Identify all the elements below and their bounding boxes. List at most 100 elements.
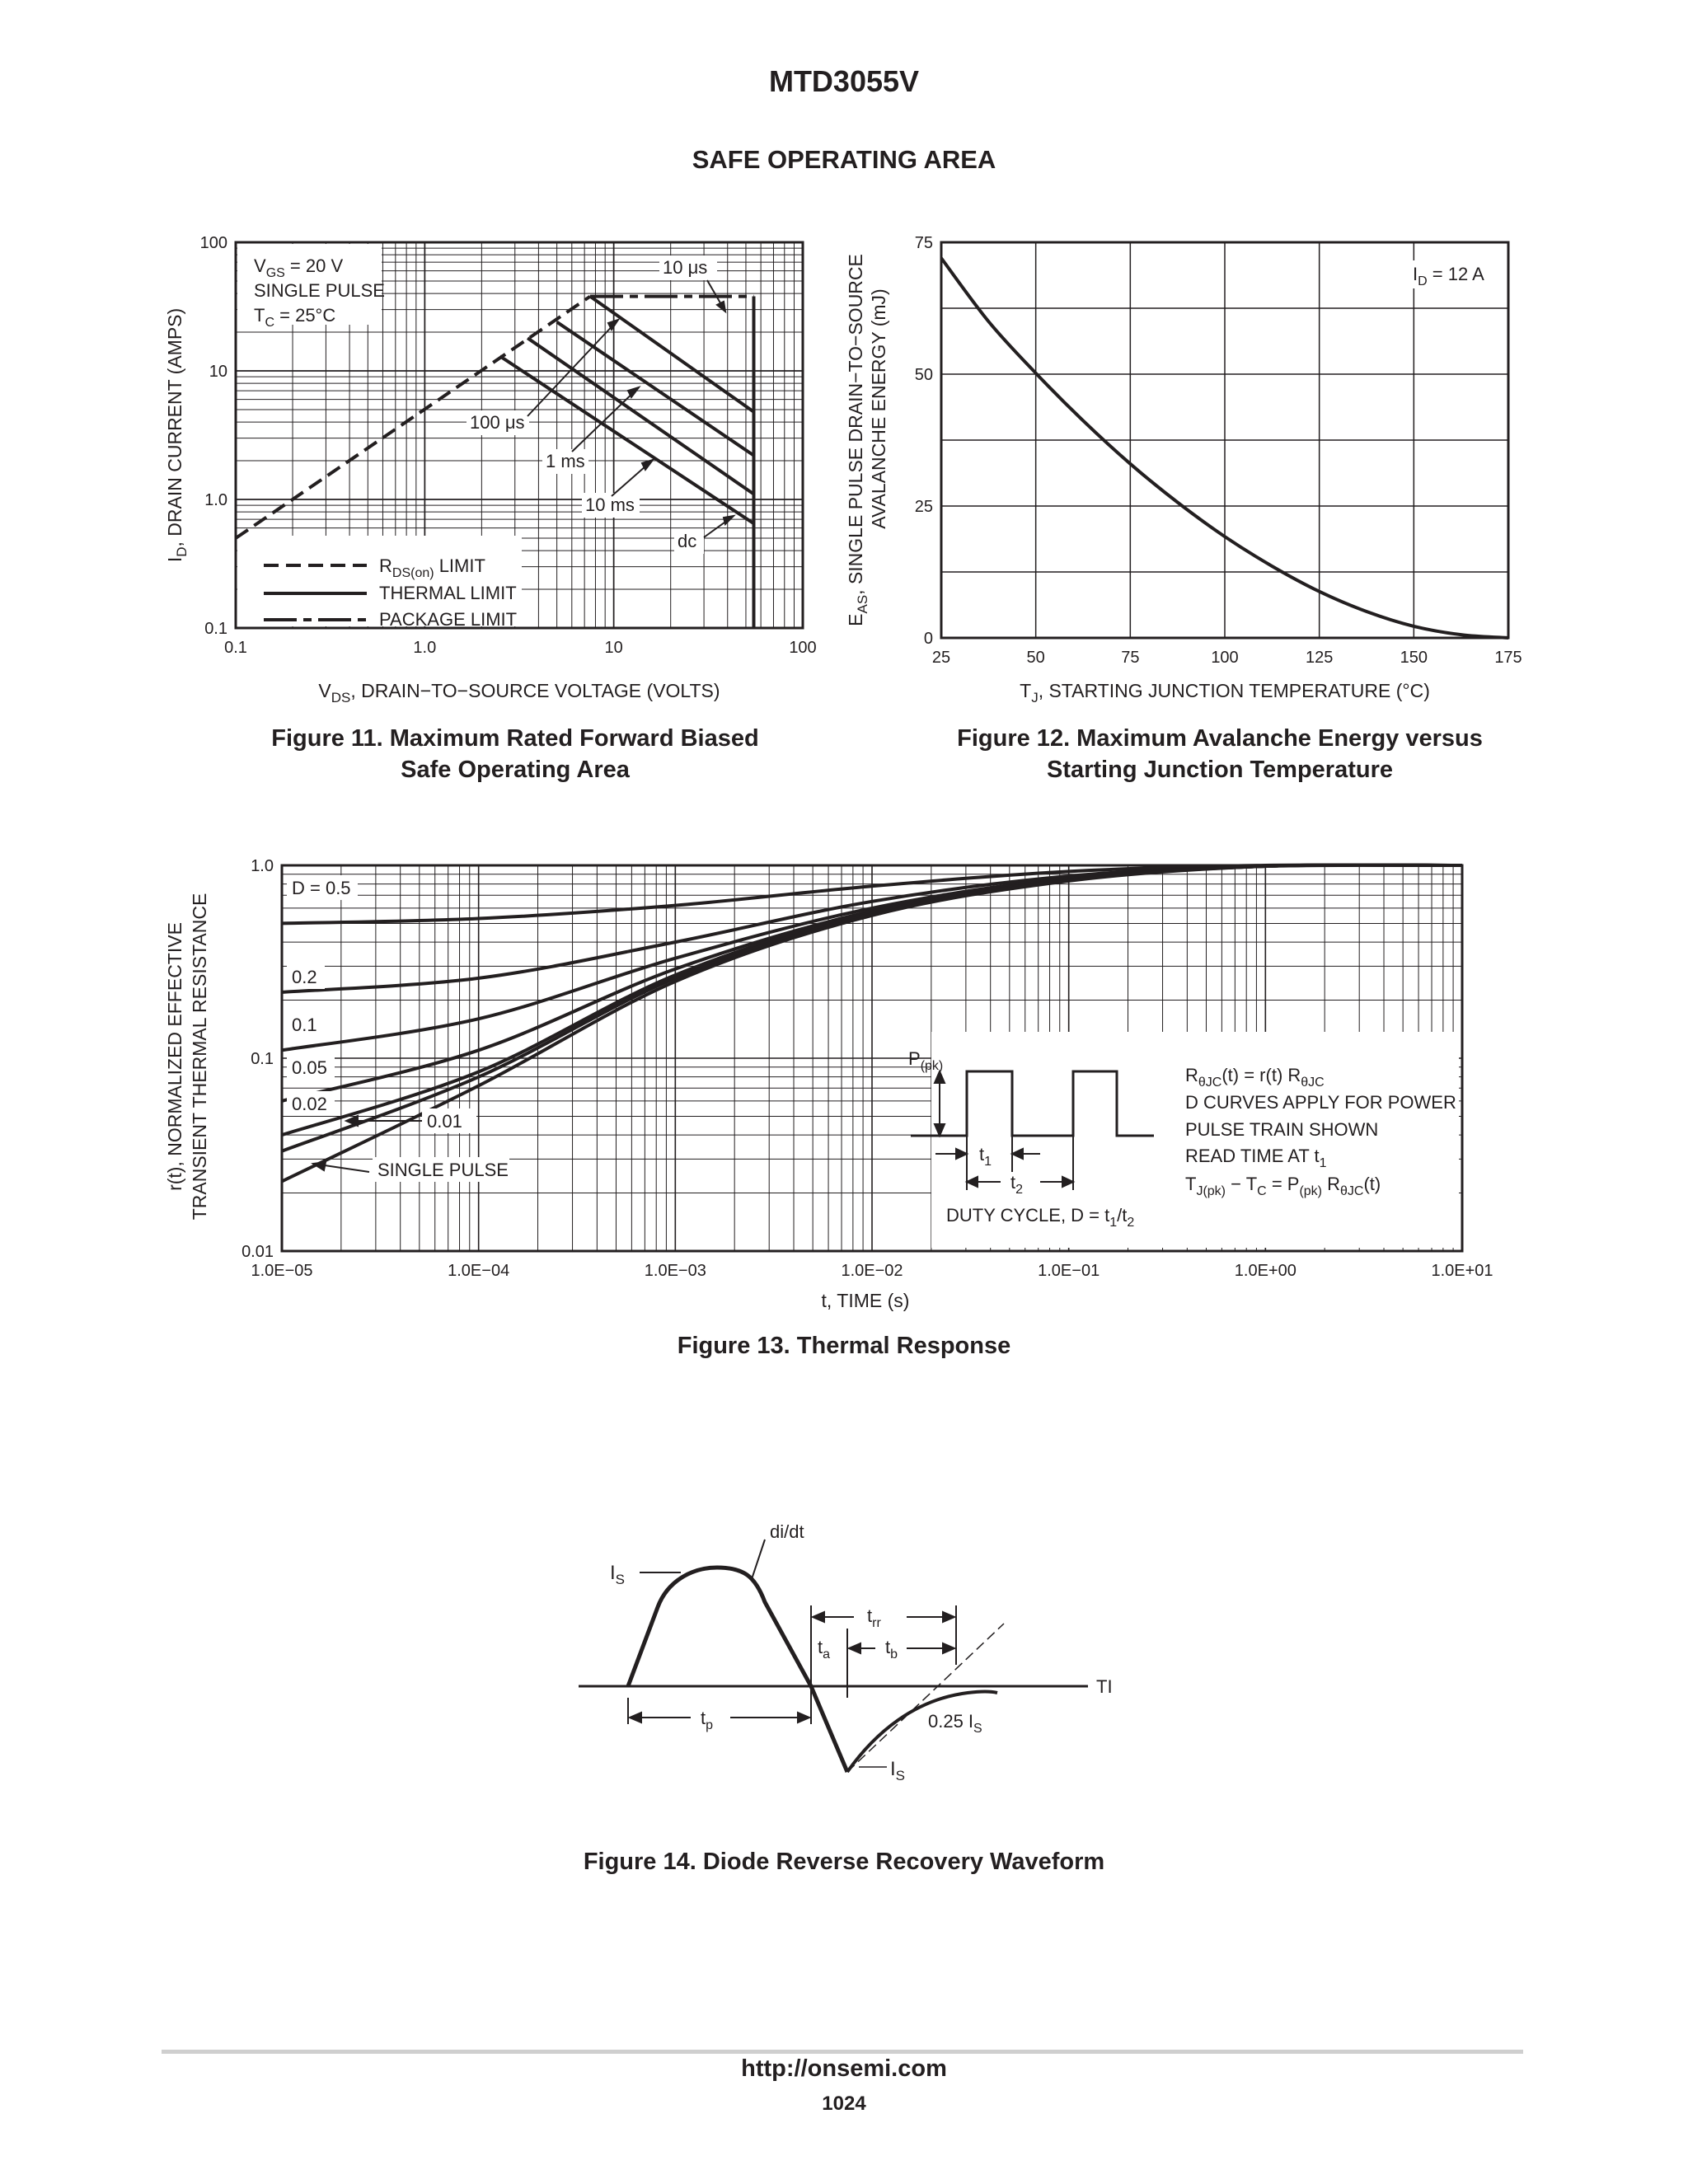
x-tick-label: 50 <box>1027 649 1045 667</box>
figure-12-plot-frame <box>940 241 1510 640</box>
curve-label-bg <box>287 1091 335 1116</box>
curve-label-bg <box>287 875 358 900</box>
figure-13-thermal-chart: D = 0.5 0.2 0.1 0.05 0.02 0.01 SINGLE PULSE P(… <box>164 857 1493 1311</box>
figure-14-caption: Figure 14. Diode Reverse Recovery Wavefo… <box>583 1849 1105 1875</box>
figure-13-curves <box>281 863 1463 1183</box>
x-tick-label: 1.0E−03 <box>645 1262 706 1280</box>
footer-page-number: 1024 <box>822 2093 866 2115</box>
x-tick-label: 1.0E+01 <box>1431 1262 1493 1280</box>
figure-11-curves <box>234 294 756 628</box>
y-tick-label: 50 <box>915 366 933 384</box>
figure-11-pulse-condition: SINGLE PULSE <box>254 280 385 301</box>
inset-note-2: D CURVES APPLY FOR POWER <box>1185 1092 1456 1113</box>
figure-12-caption: Figure 12. Maximum Avalanche Energy vers… <box>957 725 1483 783</box>
is-reverse-label: IS <box>890 1758 905 1783</box>
figure-12-y-axis-label-line2: AVALANCHE ENERGY (mJ) <box>868 288 889 528</box>
figure-13-curve-labels: D = 0.5 0.2 0.1 0.05 0.02 0.01 SINGLE PULSE <box>287 875 509 1182</box>
curve-label: 0.2 <box>292 967 317 987</box>
diode-current-waveform <box>626 1565 850 1773</box>
x-tick-label: 175 <box>1494 649 1522 667</box>
x-tick-label: 100 <box>789 639 816 657</box>
footer-url[interactable]: http://onsemi.com <box>741 2055 947 2082</box>
x-tick-label: 1.0E+00 <box>1235 1262 1296 1280</box>
soa-curve <box>556 321 755 457</box>
y-tick-label: 0.1 <box>251 1050 274 1068</box>
figure-11-soa-chart: VGS = 20 V SINGLE PULSE TC = 25°C RDS(on… <box>164 234 817 705</box>
x-tick-label: 75 <box>1121 649 1139 667</box>
curve-label: 0.01 <box>427 1111 462 1132</box>
tb-label: tb <box>885 1637 898 1661</box>
trr-label: trr <box>867 1605 881 1630</box>
inset-t2-label: t2 <box>1010 1172 1023 1197</box>
curve-label: SINGLE PULSE <box>377 1160 509 1180</box>
y-tick-label: 0.01 <box>241 1243 274 1261</box>
x-tick-label: 125 <box>1306 649 1333 667</box>
inset-ppk-label: P(pk) <box>908 1048 943 1073</box>
x-tick-label: 25 <box>932 649 950 667</box>
inset-note-5: TJ(pk) − TC = P(pk) RθJC(t) <box>1185 1174 1381 1198</box>
page-header-part-number: MTD3055V <box>768 64 920 98</box>
recovery-tail <box>846 1690 998 1774</box>
curve-label: 0.1 <box>292 1015 317 1035</box>
inset-pulse-train <box>911 1070 1154 1137</box>
figure-11-y-axis-label: ID, DRAIN CURRENT (AMPS) <box>164 308 190 562</box>
figure-12-x-axis-label: TJ, STARTING JUNCTION TEMPERATURE (°C) <box>1020 680 1430 705</box>
curve-label-bg <box>422 1108 476 1133</box>
time-label: TIME <box>1096 1676 1113 1697</box>
label-1ms: 1 ms <box>546 451 585 471</box>
x-tick-label: 1.0E−02 <box>841 1262 903 1280</box>
x-tick-label: 150 <box>1400 649 1428 667</box>
figure-13-y-axis-label-line1: r(t), NORMALIZED EFFECTIVE <box>164 922 185 1191</box>
figure-13-y-axis-label-line2: TRANSIENT THERMAL RESISTANCE <box>189 893 210 1221</box>
x-tick-label: 1.0E−04 <box>448 1262 509 1280</box>
figure-13-inset-box <box>931 1032 1459 1248</box>
x-tick-label: 1.0E−05 <box>251 1262 312 1280</box>
soa-curve <box>499 354 755 525</box>
y-tick-label: 1.0 <box>251 857 274 875</box>
footer-divider <box>162 2050 1523 2054</box>
y-tick-label: 1.0 <box>204 491 227 509</box>
figure-12-y-axis-label-line1: EAS, SINGLE PULSE DRAIN−TO−SOURCE <box>845 254 870 626</box>
y-tick-label: 25 <box>915 498 933 516</box>
y-tick-label: 0 <box>924 630 933 648</box>
legend-rdson-limit: RDS(on) LIMIT <box>379 555 485 580</box>
label-100us: 100 μs <box>470 412 525 433</box>
label-dc: dc <box>678 531 696 551</box>
inset-note-1: RθJC(t) = r(t) RθJC <box>1185 1065 1325 1090</box>
inset-note-4: READ TIME AT t1 <box>1185 1146 1327 1170</box>
x-tick-label: 0.1 <box>224 639 247 657</box>
tp-label: tp <box>701 1708 713 1732</box>
y-tick-label: 0.1 <box>204 620 227 638</box>
section-title: SAFE OPERATING AREA <box>692 145 996 174</box>
inset-duty-cycle: DUTY CYCLE, D = t1/t2 <box>946 1205 1134 1230</box>
legend-package-limit: PACKAGE LIMIT <box>379 609 517 630</box>
y-tick-label: 75 <box>915 234 933 252</box>
figure-11-vgs-condition: VGS = 20 V <box>254 255 343 280</box>
figure-11-tc-condition: TC = 25°C <box>254 305 335 330</box>
label-10us: 10 μs <box>663 257 707 278</box>
figure-13-x-axis-label: t, TIME (s) <box>822 1290 910 1311</box>
figure-14-recovery-waveform: di/dt IS trr ta tb TIME tp 0.25 IS IS <box>579 1521 1113 1783</box>
x-tick-label: 1.0 <box>413 639 436 657</box>
ta-label: ta <box>818 1637 830 1661</box>
figure-13-tick-labels: 1.0E−05 1.0E−04 1.0E−03 1.0E−02 1.0E−01 1.0E+… <box>241 857 1493 1280</box>
inset-note-3: PULSE TRAIN SHOWN <box>1185 1119 1378 1140</box>
curve-label-bg <box>287 1055 335 1080</box>
figure-12-grid <box>940 241 1509 639</box>
label-10ms: 10 ms <box>585 494 635 515</box>
curve-label-bg <box>287 1012 325 1037</box>
figure-13-plot-frame <box>280 864 1464 1253</box>
y-tick-label: 100 <box>200 234 227 252</box>
di-dt-tangent <box>846 1623 1005 1773</box>
didt-label: di/dt <box>770 1521 804 1542</box>
curve-label-bg <box>373 1157 509 1182</box>
curve-label-bg <box>287 964 325 989</box>
figure-12-id-annotation: ID = 12 A <box>1413 264 1484 288</box>
y-tick-label: 10 <box>209 363 227 381</box>
figure-11-x-axis-label: VDS, DRAIN−TO−SOURCE VOLTAGE (VOLTS) <box>318 680 720 705</box>
is-peak-label: IS <box>610 1562 625 1587</box>
figure-11-caption: Figure 11. Maximum Rated Forward Biased … <box>271 725 759 783</box>
legend-thermal-limit: THERMAL LIMIT <box>379 583 517 603</box>
